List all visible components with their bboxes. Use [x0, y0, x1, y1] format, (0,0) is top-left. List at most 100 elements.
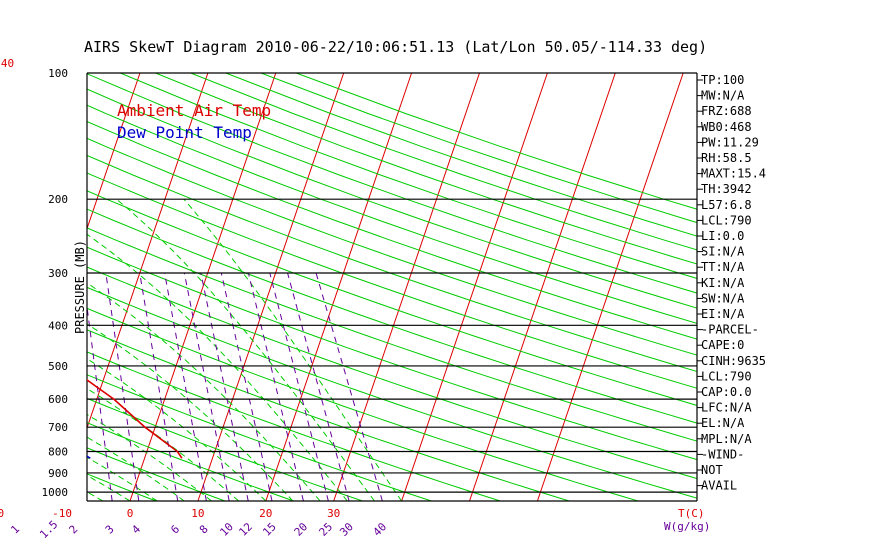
- moist-adiabat-line: [87, 387, 239, 501]
- dry-adiabat-line: [87, 172, 697, 389]
- dry-adiabat-line: [87, 422, 294, 501]
- pressure-tick-label: 1000: [42, 486, 69, 499]
- mixing-ratio-tick: 1.5: [37, 518, 60, 541]
- index-item: -WIND-: [701, 447, 744, 461]
- dry-adiabat-line: [260, 73, 697, 224]
- dry-adiabat-line: [87, 190, 697, 406]
- pressure-tick-label: 700: [48, 421, 68, 434]
- index-item: TH:3942: [701, 182, 752, 196]
- index-item: WB0:468: [701, 120, 752, 134]
- temperature-profile-line: [87, 378, 183, 459]
- mixing-ratio-tick: 40: [371, 520, 390, 539]
- moist-adiabat-line: [116, 198, 375, 501]
- mixing-ratio-unit: W(g/kg): [664, 520, 710, 533]
- mixing-ratio-line: [139, 272, 179, 501]
- mixing-ratio-tick: 1: [8, 523, 22, 537]
- mixing-ratio-line: [164, 272, 207, 501]
- y-axis-label: PRESSURE (MB): [73, 240, 87, 334]
- top-temp-tick: -40: [0, 57, 14, 70]
- moist-adiabat-line: [0, 199, 49, 501]
- bottom-temp-tick: 20: [259, 507, 272, 520]
- index-item: KI:N/A: [701, 276, 745, 290]
- dry-adiabat-line: [87, 246, 697, 461]
- bottom-temp-tick: 0: [127, 507, 134, 520]
- index-item: SI:N/A: [701, 245, 745, 259]
- pressure-tick-label: 800: [48, 446, 68, 459]
- index-item: LFC:N/A: [701, 401, 752, 415]
- bottom-temp-tick: 30: [327, 507, 340, 520]
- temp-axis-unit: T(C): [678, 507, 705, 520]
- dry-adiabat-line: [87, 286, 697, 499]
- isotherm-line: [129, 73, 277, 501]
- mixing-ratio-tick: 3: [103, 523, 117, 537]
- isotherm-lines: [0, 73, 684, 501]
- index-item: CAP:0.0: [701, 385, 752, 399]
- dry-adiabat-line: [87, 137, 697, 356]
- moist-adiabat-line: [87, 323, 294, 501]
- legend: Ambient Air Temp Dew Point Temp: [117, 101, 271, 142]
- mixing-ratio-lines: [0, 272, 383, 501]
- pressure-tick-label: 900: [48, 467, 68, 480]
- index-item: RH:58.5: [701, 151, 752, 165]
- dry-adiabat-line: [87, 88, 697, 309]
- index-item: AVAIL: [701, 479, 737, 493]
- mixing-ratio-tick: 2: [67, 523, 81, 537]
- dry-adiabat-lines: [0, 73, 697, 501]
- dry-adiabat-line: [87, 121, 697, 340]
- isotherm-line: [87, 73, 141, 231]
- legend-entry: Dew Point Temp: [117, 123, 252, 142]
- dry-adiabat-line: [87, 447, 226, 501]
- mixing-ratio-line: [0, 273, 18, 501]
- pressure-tick-label: 100: [48, 67, 68, 80]
- index-item: LCL:790: [701, 369, 752, 383]
- pressure-tick-label: 500: [48, 360, 68, 373]
- index-item: L57:6.8: [701, 198, 752, 212]
- dry-adiabat-line: [190, 73, 697, 251]
- sounding-profiles: [87, 378, 183, 459]
- moist-adiabat-line: [183, 198, 403, 501]
- bottom-temp-tick: -20: [0, 507, 4, 520]
- dry-adiabat-line: [87, 208, 697, 424]
- chart-title: AIRS SkewT Diagram 2010-06-22/10:06:51.1…: [84, 38, 707, 56]
- index-item: EL:N/A: [701, 416, 745, 430]
- isotherm-line: [0, 73, 72, 501]
- index-item: MAXT:15.4: [701, 167, 766, 181]
- dry-adiabat-line: [87, 104, 697, 324]
- index-item: LCL:790: [701, 213, 752, 227]
- moist-adiabat-line: [87, 233, 348, 501]
- mixing-ratio-tick: 6: [168, 523, 182, 537]
- dry-adiabat-line: [155, 73, 697, 265]
- mixing-ratio-line: [269, 272, 329, 501]
- index-item: CINH:9635: [701, 354, 766, 368]
- index-item: SW:N/A: [701, 291, 745, 305]
- index-item: TT:N/A: [701, 260, 745, 274]
- dry-adiabat-line: [0, 73, 18, 501]
- dry-adiabat-line: [120, 73, 697, 279]
- moist-adiabat-line: [87, 436, 185, 501]
- mixing-ratio-line: [247, 272, 304, 501]
- dry-adiabat-line: [87, 154, 697, 372]
- mixing-ratio-line: [183, 272, 230, 501]
- dry-adiabat-line: [87, 73, 697, 294]
- mixing-ratio-tick: 4: [129, 522, 143, 536]
- legend-entry: Ambient Air Temp: [117, 101, 271, 120]
- dry-adiabat-line: [225, 73, 697, 237]
- index-item: MW:N/A: [701, 89, 745, 103]
- dry-adiabat-line: [87, 329, 570, 501]
- bottom-temp-tick: 10: [191, 507, 204, 520]
- pressure-tick-label: 200: [48, 193, 68, 206]
- dry-adiabat-line: [87, 397, 363, 501]
- index-item: NOT: [701, 463, 723, 477]
- isotherm-line: [401, 73, 548, 501]
- index-item: FRZ:688: [701, 104, 752, 118]
- mixing-ratio-tick: 30: [337, 520, 356, 539]
- mixing-ratio-line: [105, 272, 140, 501]
- index-item: -PARCEL-: [701, 323, 759, 337]
- mixing-ratio-tick: 10: [217, 520, 236, 539]
- moist-adiabat-line: [87, 358, 267, 501]
- dry-adiabat-line: [87, 266, 697, 480]
- index-item: PW:11.29: [701, 135, 759, 149]
- mixing-ratio-tick: 20: [292, 520, 311, 539]
- isotherm-line: [0, 73, 4, 501]
